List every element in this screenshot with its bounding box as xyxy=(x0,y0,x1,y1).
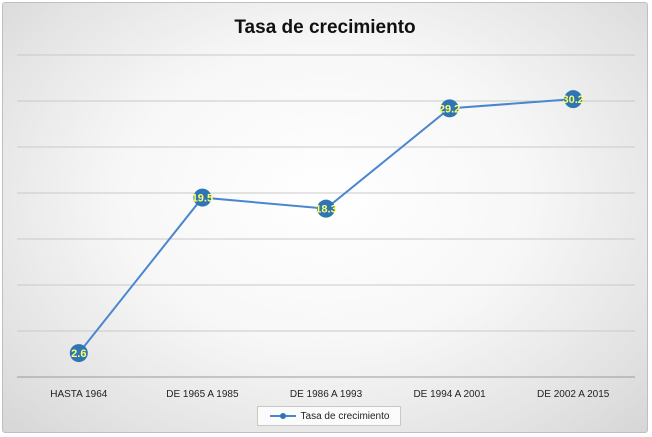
x-tick-label: DE 1986 A 1993 xyxy=(290,389,363,400)
data-label: 29.2 xyxy=(439,103,460,115)
x-tick-label: DE 1994 A 2001 xyxy=(413,389,486,400)
data-label: 2.6 xyxy=(71,348,86,360)
gridlines xyxy=(17,54,635,332)
data-label: 30.2 xyxy=(562,94,583,106)
data-points xyxy=(69,90,583,363)
data-label: 19.5 xyxy=(192,193,213,205)
x-tick-label: HASTA 1964 xyxy=(50,389,108,400)
line-chart: HASTA 1964 DE 1965 A 1985 DE 1986 A 1993 DE… xyxy=(17,54,635,400)
data-point xyxy=(440,99,459,118)
x-tick-label: DE 1965 A 1985 xyxy=(166,389,239,400)
x-axis-tick-labels: HASTA 1964 DE 1965 A 1985 DE 1986 A 1993 DE… xyxy=(50,389,610,400)
legend: Tasa de crecimiento xyxy=(257,406,401,426)
data-label: 18.3 xyxy=(315,204,336,216)
data-point xyxy=(193,188,212,207)
legend-label: Tasa de crecimiento xyxy=(300,410,390,422)
data-point xyxy=(564,90,583,109)
chart-title: Tasa de crecimiento xyxy=(234,17,416,38)
chart-container: Tasa de crecimiento HASTA 1964 DE 1965 A … xyxy=(2,2,648,433)
legend-line-marker xyxy=(269,413,296,419)
data-labels: 2.6 19.5 18.3 29.2 30.2 xyxy=(71,94,584,360)
x-tick-label: DE 2002 A 2015 xyxy=(537,389,610,400)
series-line xyxy=(78,98,574,354)
data-point xyxy=(317,199,335,218)
data-point xyxy=(69,344,88,363)
